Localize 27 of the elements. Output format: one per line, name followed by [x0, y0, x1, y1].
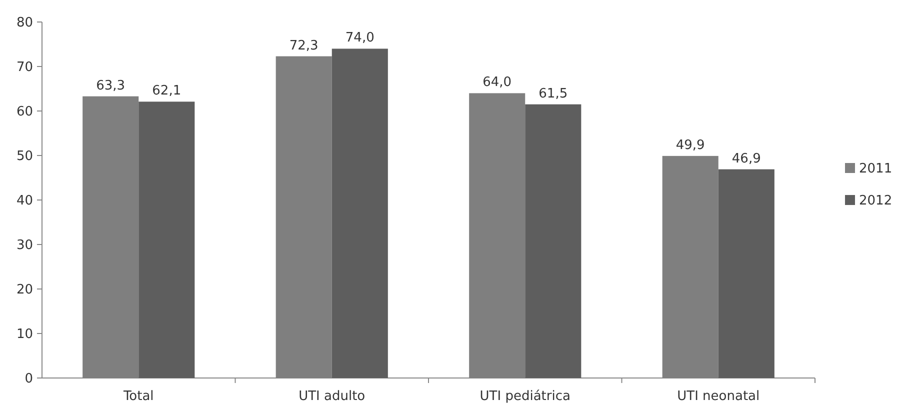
x-tick-label: UTI neonatal [677, 389, 760, 404]
data-label: 62,1 [152, 84, 182, 99]
y-tick-label: 30 [16, 238, 33, 254]
y-tick-label: 40 [16, 194, 33, 209]
x-tick-label: UTI adulto [298, 389, 366, 404]
bar [138, 102, 195, 378]
y-tick-label: 70 [16, 60, 33, 76]
x-tick-label: UTI pediátrica [480, 389, 570, 404]
data-label: 49,9 [676, 138, 705, 153]
bar [332, 48, 388, 378]
legend-label: 2011 [859, 162, 892, 177]
y-tick-label: 20 [16, 282, 33, 298]
legend-label: 2012 [859, 194, 892, 209]
bar [718, 169, 774, 378]
data-label: 63,3 [96, 78, 126, 94]
y-tick-label: 0 [24, 372, 33, 387]
y-tick-label: 50 [16, 149, 33, 164]
y-tick-label: 80 [16, 16, 33, 31]
data-label: 72,3 [289, 38, 318, 54]
data-label: 61,5 [538, 86, 568, 102]
data-label: 46,9 [732, 151, 761, 166]
data-label: 64,0 [482, 75, 512, 90]
data-label: 74,0 [345, 30, 374, 46]
bar [525, 104, 582, 378]
y-tick-label: 10 [16, 327, 33, 342]
x-tick-label: Total [122, 389, 154, 404]
y-tick-label: 60 [16, 104, 33, 120]
